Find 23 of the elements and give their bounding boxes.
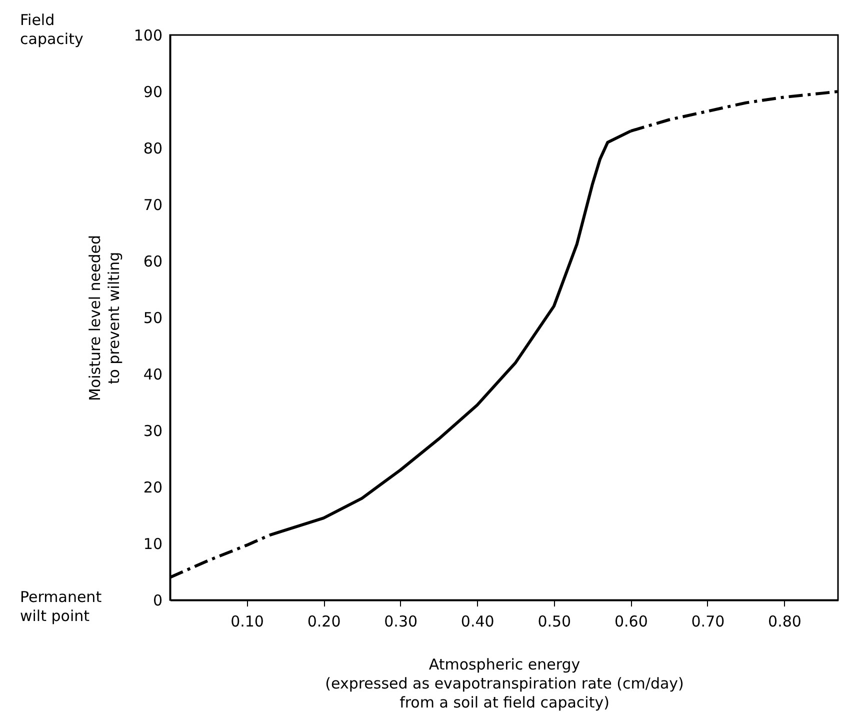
x-tick-label: 0.40 [460,612,494,630]
x-tick-label: 0.50 [538,612,572,630]
x-tick-label: 0.60 [614,612,648,630]
y-axis-title: Moisture level needed to prevent wilting [86,235,123,401]
y-tick-label: 20 [143,478,162,496]
x-axis-title: Atmospheric energy (expressed as evapotranspiration rate (cm/day) from a soil at field capacity) [325,656,684,712]
y-tick-label: 100 [134,26,162,44]
y-tick-label: 10 [143,535,162,553]
y-tick-label: 70 [143,196,162,214]
x-tick-label: 0.30 [384,612,418,630]
x-tick-label: 0.20 [307,612,341,630]
y-tick-label: 0 [152,592,162,610]
y-tick-label: 50 [143,309,162,327]
x-tick-label: 0.80 [768,612,802,630]
text: Field capacity [20,11,84,48]
y-tick-label: 30 [143,422,162,440]
text: Permanent wilt point [20,588,102,625]
y-tick-label: 90 [143,83,162,101]
y-tick-label: 40 [143,366,162,384]
y-tick-label: 80 [143,140,162,158]
x-tick-label: 0.10 [230,612,264,630]
x-tick-label: 0.70 [691,612,725,630]
y-tick-label: 60 [143,252,162,270]
